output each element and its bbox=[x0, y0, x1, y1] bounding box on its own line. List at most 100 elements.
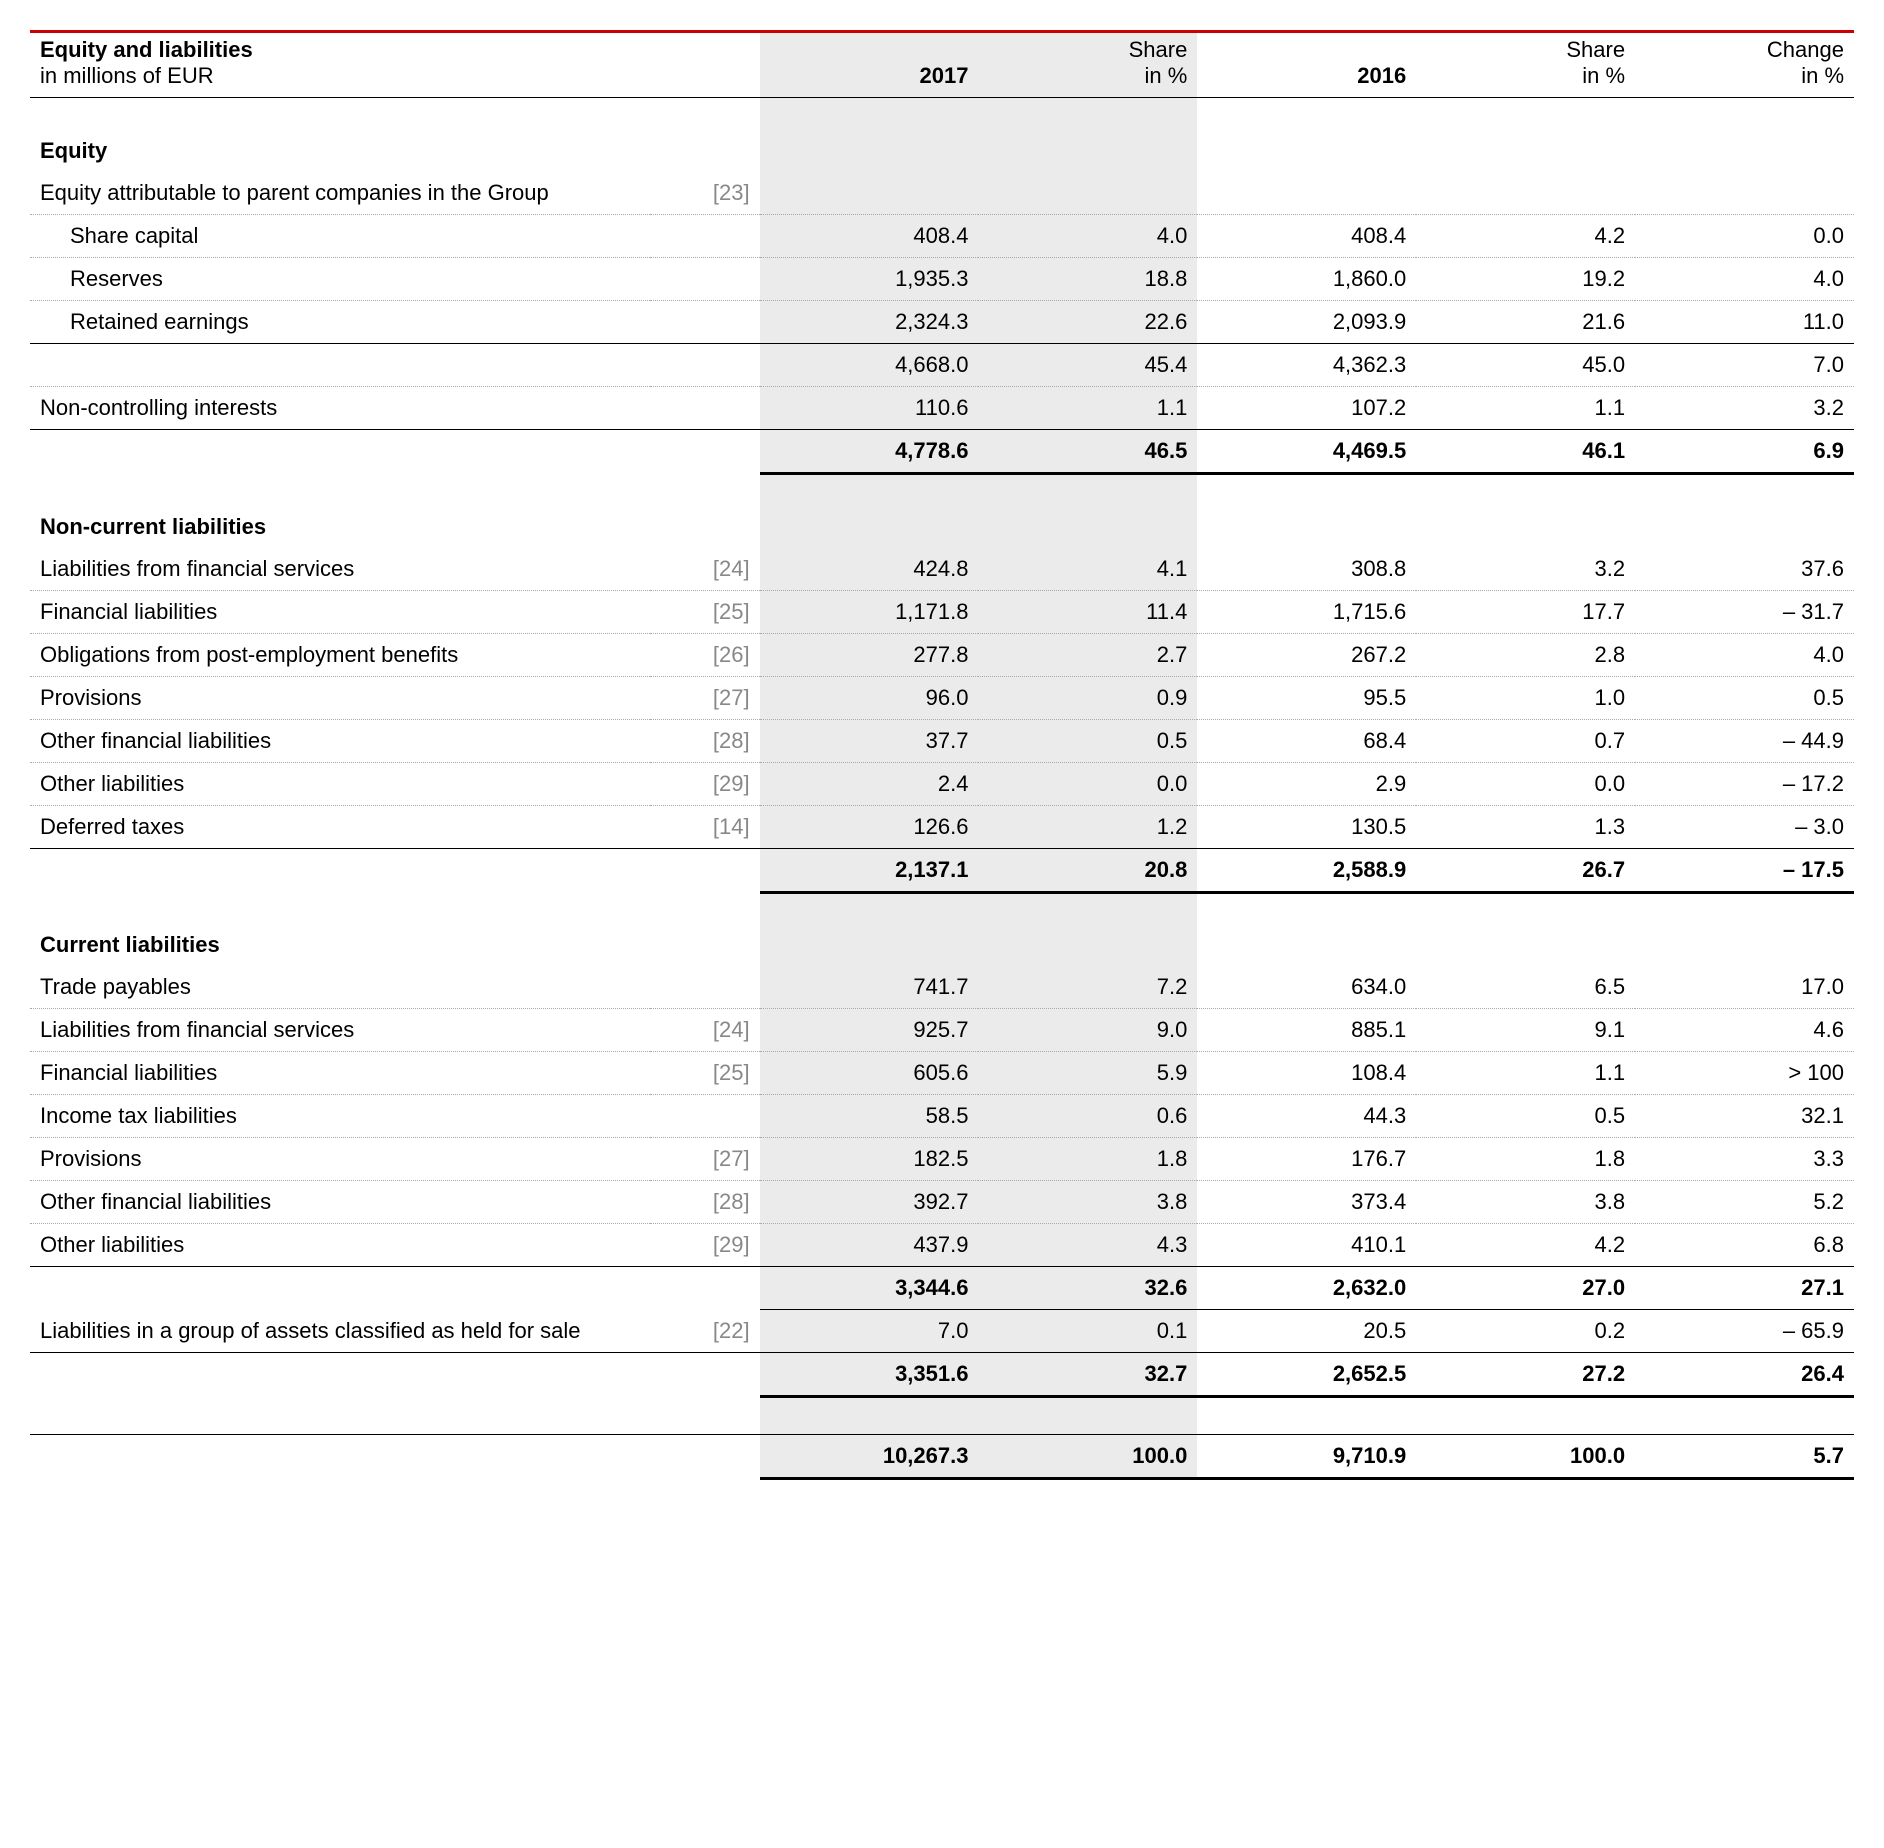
table-cell: 308.8 bbox=[1197, 548, 1416, 591]
table-cell: Other financial liabilities bbox=[30, 719, 650, 762]
table-cell: 20.5 bbox=[1197, 1310, 1416, 1353]
table-cell: 605.6 bbox=[760, 1052, 979, 1095]
table-cell: 0.5 bbox=[1416, 1095, 1635, 1138]
table-cell: 1.1 bbox=[978, 387, 1197, 430]
table-cell: 3.3 bbox=[1635, 1138, 1854, 1181]
table-cell: 5.9 bbox=[978, 1052, 1197, 1095]
table-cell: 17.7 bbox=[1416, 590, 1635, 633]
table-cell: 27.1 bbox=[1635, 1267, 1854, 1310]
table-cell: Liabilities from financial services bbox=[30, 548, 650, 591]
table-cell: 1.8 bbox=[1416, 1138, 1635, 1181]
table-cell: Sharein % bbox=[978, 32, 1197, 98]
table-cell: > 100 bbox=[1635, 1052, 1854, 1095]
table-cell: 5.2 bbox=[1635, 1181, 1854, 1224]
table-cell bbox=[1416, 1397, 1635, 1435]
table-cell: Deferred taxes bbox=[30, 805, 650, 848]
table-cell: [25] bbox=[650, 1052, 759, 1095]
table-cell: 277.8 bbox=[760, 633, 979, 676]
table-cell: 925.7 bbox=[760, 1009, 979, 1052]
table-cell: 437.9 bbox=[760, 1224, 979, 1267]
table-cell: 2017 bbox=[760, 32, 979, 98]
table-title: Equity and liabilities bbox=[40, 37, 253, 62]
table-cell: Liabilities in a group of assets classif… bbox=[30, 1310, 650, 1353]
table-cell: 9,710.9 bbox=[1197, 1435, 1416, 1479]
table-cell: 1.3 bbox=[1416, 805, 1635, 848]
table-cell: 0.5 bbox=[1635, 676, 1854, 719]
table-cell: 2,324.3 bbox=[760, 301, 979, 344]
table-cell bbox=[760, 1397, 979, 1435]
table-cell: 45.0 bbox=[1416, 344, 1635, 387]
table-cell: Reserves bbox=[30, 258, 650, 301]
table-cell bbox=[1416, 892, 1635, 966]
table-cell: 7.2 bbox=[978, 966, 1197, 1009]
table-cell bbox=[30, 344, 650, 387]
table-cell: 2016 bbox=[1197, 32, 1416, 98]
table-cell: 4.2 bbox=[1416, 215, 1635, 258]
table-cell: Financial liabilities bbox=[30, 1052, 650, 1095]
table-cell: 634.0 bbox=[1197, 966, 1416, 1009]
table-cell: 373.4 bbox=[1197, 1181, 1416, 1224]
table-cell: – 31.7 bbox=[1635, 590, 1854, 633]
table-cell: 37.7 bbox=[760, 719, 979, 762]
table-cell: [29] bbox=[650, 762, 759, 805]
table-cell: 2,588.9 bbox=[1197, 848, 1416, 892]
table-cell bbox=[650, 98, 759, 173]
table-cell bbox=[650, 387, 759, 430]
table-cell: Non-controlling interests bbox=[30, 387, 650, 430]
table-cell: 1,715.6 bbox=[1197, 590, 1416, 633]
table-cell bbox=[650, 32, 759, 98]
table-cell bbox=[1197, 172, 1416, 215]
table-cell: Equity bbox=[30, 98, 650, 173]
table-cell: Changein % bbox=[1635, 32, 1854, 98]
table-cell: 11.0 bbox=[1635, 301, 1854, 344]
table-cell: 176.7 bbox=[1197, 1138, 1416, 1181]
table-cell: 46.5 bbox=[978, 430, 1197, 474]
table-cell: 741.7 bbox=[760, 966, 979, 1009]
table-cell bbox=[650, 1095, 759, 1138]
table-cell: 1,171.8 bbox=[760, 590, 979, 633]
table-cell: 4,469.5 bbox=[1197, 430, 1416, 474]
table-cell: 32.6 bbox=[978, 1267, 1197, 1310]
table-cell bbox=[760, 892, 979, 966]
table-cell: 3,351.6 bbox=[760, 1353, 979, 1397]
table-cell bbox=[760, 172, 979, 215]
table-cell: 0.7 bbox=[1416, 719, 1635, 762]
table-cell: Non-current liabilities bbox=[30, 474, 650, 548]
table-cell: 2.4 bbox=[760, 762, 979, 805]
table-cell: 4.3 bbox=[978, 1224, 1197, 1267]
table-cell: 0.6 bbox=[978, 1095, 1197, 1138]
table-subtitle: in millions of EUR bbox=[40, 63, 214, 88]
table-cell: 4.6 bbox=[1635, 1009, 1854, 1052]
table-cell: 96.0 bbox=[760, 676, 979, 719]
table-cell bbox=[1635, 474, 1854, 548]
table-cell bbox=[650, 1435, 759, 1479]
table-cell: 885.1 bbox=[1197, 1009, 1416, 1052]
table-cell: 7.0 bbox=[760, 1310, 979, 1353]
table-cell: 37.6 bbox=[1635, 548, 1854, 591]
table-cell: 3.8 bbox=[1416, 1181, 1635, 1224]
table-cell: [29] bbox=[650, 1224, 759, 1267]
table-cell: 4,362.3 bbox=[1197, 344, 1416, 387]
table-cell: 21.6 bbox=[1416, 301, 1635, 344]
table-cell: [27] bbox=[650, 676, 759, 719]
table-cell bbox=[1635, 98, 1854, 173]
table-cell: 1.8 bbox=[978, 1138, 1197, 1181]
table-cell: – 17.2 bbox=[1635, 762, 1854, 805]
table-cell: [23] bbox=[650, 172, 759, 215]
table-cell: 22.6 bbox=[978, 301, 1197, 344]
table-cell: 2.7 bbox=[978, 633, 1197, 676]
table-cell: 3,344.6 bbox=[760, 1267, 979, 1310]
table-cell: Obligations from post-employment benefit… bbox=[30, 633, 650, 676]
table-cell: [24] bbox=[650, 548, 759, 591]
table-cell: 110.6 bbox=[760, 387, 979, 430]
table-cell: 107.2 bbox=[1197, 387, 1416, 430]
table-cell: 26.7 bbox=[1416, 848, 1635, 892]
table-cell: Trade payables bbox=[30, 966, 650, 1009]
table-cell: 19.2 bbox=[1416, 258, 1635, 301]
table-cell: 2,632.0 bbox=[1197, 1267, 1416, 1310]
table-cell: 9.1 bbox=[1416, 1009, 1635, 1052]
table-cell: 17.0 bbox=[1635, 966, 1854, 1009]
table-cell: 7.0 bbox=[1635, 344, 1854, 387]
table-cell: 1,860.0 bbox=[1197, 258, 1416, 301]
table-cell: 0.1 bbox=[978, 1310, 1197, 1353]
